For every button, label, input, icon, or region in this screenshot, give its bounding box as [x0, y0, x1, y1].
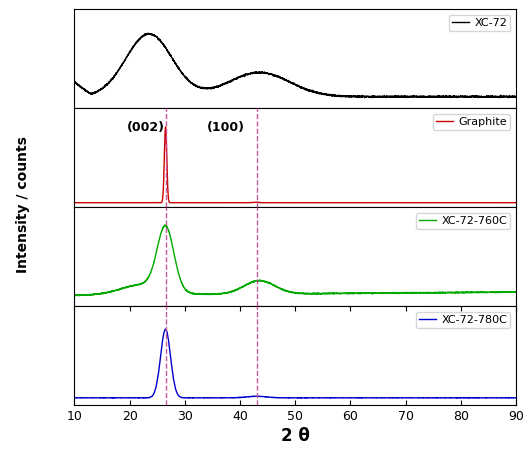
- Text: (002): (002): [127, 121, 165, 134]
- X-axis label: 2 θ: 2 θ: [281, 427, 310, 445]
- Text: (100): (100): [207, 121, 245, 134]
- Legend: XC-72: XC-72: [448, 15, 511, 31]
- Legend: XC-72-780C: XC-72-780C: [415, 312, 511, 328]
- Text: Intensity / counts: Intensity / counts: [16, 136, 30, 273]
- Legend: XC-72-760C: XC-72-760C: [416, 212, 511, 229]
- Legend: Graphite: Graphite: [433, 114, 511, 130]
